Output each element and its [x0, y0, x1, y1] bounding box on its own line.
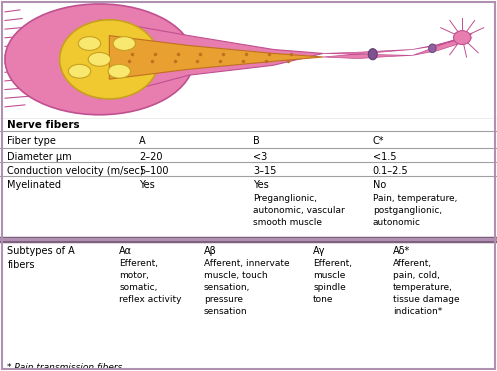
- Text: 3–15: 3–15: [253, 166, 277, 176]
- Text: Aα: Aα: [119, 246, 132, 256]
- Text: Conduction velocity (m/sec): Conduction velocity (m/sec): [7, 166, 144, 176]
- Text: Subtypes of A
fibers: Subtypes of A fibers: [7, 246, 75, 270]
- Ellipse shape: [368, 49, 377, 60]
- Text: No: No: [373, 180, 386, 190]
- Text: Aδ*: Aδ*: [393, 246, 410, 256]
- Ellipse shape: [108, 64, 130, 78]
- Text: Afferent, innervate
muscle, touch
sensation,
pressure
sensation: Afferent, innervate muscle, touch sensat…: [204, 259, 289, 315]
- Ellipse shape: [428, 44, 436, 53]
- Text: * Pain transmission fibers.: * Pain transmission fibers.: [7, 363, 126, 371]
- Ellipse shape: [69, 64, 91, 78]
- Polygon shape: [99, 20, 323, 99]
- Text: Yes: Yes: [139, 180, 155, 190]
- Polygon shape: [323, 49, 413, 59]
- Ellipse shape: [113, 37, 135, 50]
- Text: Nerve fibers: Nerve fibers: [7, 120, 80, 130]
- Text: Pain, temperature,
postganglionic,
autonomic: Pain, temperature, postganglionic, auton…: [373, 194, 457, 227]
- Text: B: B: [253, 136, 260, 146]
- Text: Afferent,
pain, cold,
temperature,
tissue damage
indication*: Afferent, pain, cold, temperature, tissu…: [393, 259, 459, 315]
- Polygon shape: [413, 34, 472, 55]
- Text: Preganglionic,
autonomic, vascular
smooth muscle: Preganglionic, autonomic, vascular smoot…: [253, 194, 345, 227]
- Text: Efferent,
muscle
spindle
tone: Efferent, muscle spindle tone: [313, 259, 352, 304]
- Text: Yes: Yes: [253, 180, 269, 190]
- Text: Aγ: Aγ: [313, 246, 326, 256]
- Text: Diameter μm: Diameter μm: [7, 151, 72, 161]
- Text: C*: C*: [373, 136, 384, 146]
- Polygon shape: [109, 36, 323, 79]
- Text: 5–100: 5–100: [139, 166, 168, 176]
- Text: 2–20: 2–20: [139, 151, 163, 161]
- Text: Myelinated: Myelinated: [7, 180, 62, 190]
- Text: 0.1–2.5: 0.1–2.5: [373, 166, 409, 176]
- Ellipse shape: [454, 31, 471, 45]
- Text: Efferent,
motor,
somatic,
reflex activity: Efferent, motor, somatic, reflex activit…: [119, 259, 182, 304]
- Ellipse shape: [5, 4, 194, 115]
- Text: Aβ: Aβ: [204, 246, 217, 256]
- Ellipse shape: [60, 20, 159, 99]
- Ellipse shape: [88, 52, 111, 66]
- Bar: [0, 238, 497, 241]
- Text: <1.5: <1.5: [373, 151, 396, 161]
- Ellipse shape: [79, 37, 101, 50]
- Text: A: A: [139, 136, 146, 146]
- Text: Fiber type: Fiber type: [7, 136, 56, 146]
- Text: <3: <3: [253, 151, 268, 161]
